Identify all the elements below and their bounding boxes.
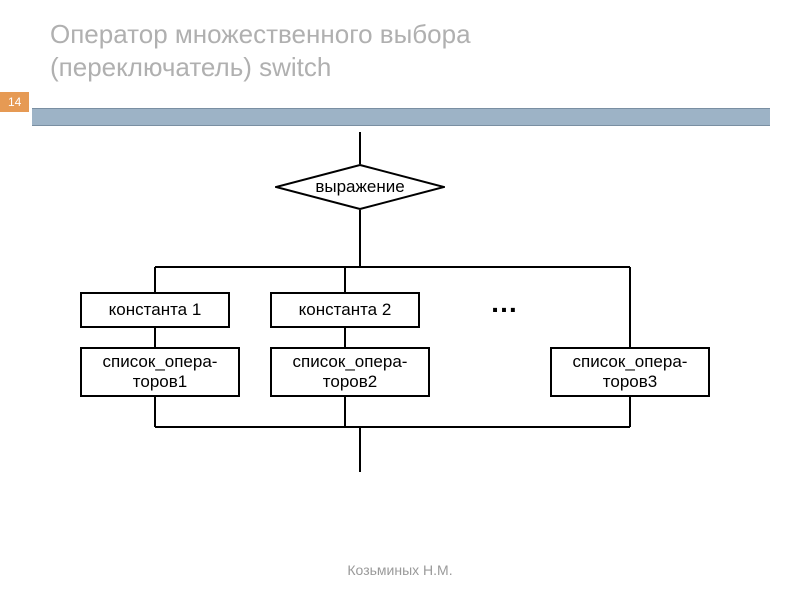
node-oplist-1-label: список_опера-торов1 — [103, 352, 218, 391]
footer-author: Козьминых Н.М. — [0, 562, 800, 578]
page-number: 14 — [8, 95, 21, 109]
node-oplist-3-label: список_опера-торов3 — [573, 352, 688, 391]
node-constant-2: константа 2 — [270, 292, 420, 328]
title-line-2: (переключатель) switch — [50, 52, 331, 82]
page-number-badge: 14 — [0, 92, 29, 112]
node-constant-2-label: константа 2 — [299, 300, 392, 320]
header-band — [32, 108, 770, 126]
flowchart: выражение константа 1 константа 2 … спис… — [50, 132, 750, 482]
node-oplist-2-label: список_опера-торов2 — [293, 352, 408, 391]
node-oplist-2: список_опера-торов2 — [270, 347, 430, 397]
node-constant-1: константа 1 — [80, 292, 230, 328]
ellipsis: … — [490, 287, 518, 319]
title-line-1: Оператор множественного выбора — [50, 19, 471, 49]
decision-label: выражение — [275, 164, 445, 210]
page-title: Оператор множественного выбора (переключ… — [50, 18, 471, 83]
node-oplist-1: список_опера-торов1 — [80, 347, 240, 397]
decision-expression: выражение — [275, 164, 445, 210]
node-oplist-3: список_опера-торов3 — [550, 347, 710, 397]
node-constant-1-label: константа 1 — [109, 300, 202, 320]
